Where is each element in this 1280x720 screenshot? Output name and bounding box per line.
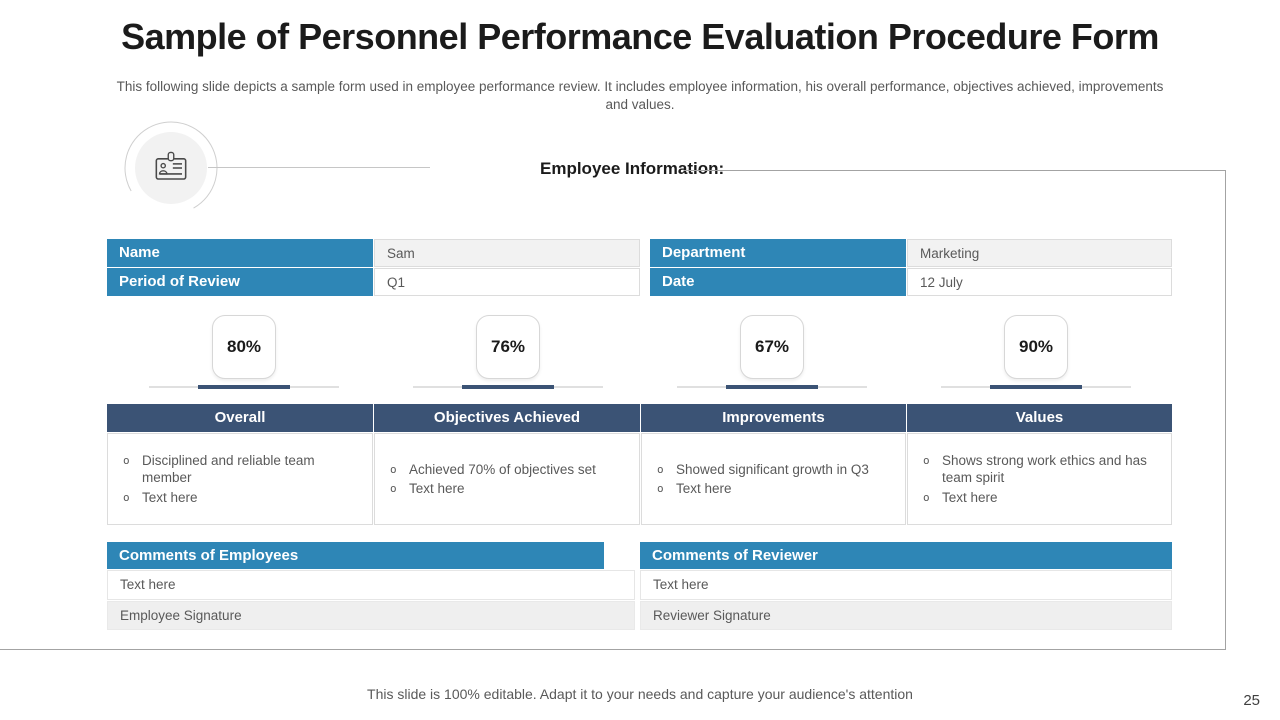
- comments-employees-text: Text here: [107, 570, 635, 600]
- metric-value: 80%: [212, 315, 276, 379]
- field-label-date: Date: [650, 268, 906, 296]
- section-heading: Employee Information:: [540, 159, 725, 178]
- category-header-values: Values: [907, 404, 1172, 432]
- list-item: o Shows strong work ethics and has team …: [920, 452, 1159, 487]
- metric-value: 76%: [476, 315, 540, 379]
- metric-value: 90%: [1004, 315, 1068, 379]
- category-header-objectives: Objectives Achieved: [374, 404, 640, 432]
- metric-underline-accent: [990, 385, 1082, 389]
- category-body-improvements: o Showed significant growth in Q3 o Text…: [641, 433, 906, 525]
- connector-line: [208, 167, 430, 168]
- field-value-name: Sam: [374, 239, 640, 267]
- bullet-icon: o: [657, 482, 664, 495]
- field-value-date: 12 July: [907, 268, 1172, 296]
- field-label-department: Department: [650, 239, 906, 267]
- bullet-icon: o: [123, 490, 130, 504]
- metric-underline-accent: [198, 385, 290, 389]
- list-item: o Disciplined and reliable team member: [120, 452, 360, 487]
- bullet-icon: o: [657, 462, 664, 476]
- list-item: o Achieved 70% of objectives set: [387, 461, 627, 479]
- id-badge-icon: [135, 132, 207, 204]
- category-body-values: o Shows strong work ethics and has team …: [907, 433, 1172, 525]
- list-item: o Text here: [920, 489, 1159, 507]
- field-value-department: Marketing: [907, 239, 1172, 267]
- comments-reviewer-signature: Reviewer Signature: [640, 601, 1172, 630]
- metric-improvements: 67%: [677, 315, 867, 391]
- footer-note: This slide is 100% editable. Adapt it to…: [367, 686, 913, 702]
- category-header-overall: Overall: [107, 404, 373, 432]
- panel-border-right: [1225, 170, 1226, 650]
- metric-values: 90%: [941, 315, 1131, 391]
- bullet-icon: o: [923, 453, 930, 467]
- panel-border-bottom: [0, 649, 1226, 650]
- bullet-icon: o: [390, 462, 397, 476]
- bullet-icon: o: [123, 453, 130, 467]
- metric-underline-accent: [462, 385, 554, 389]
- category-header-improvements: Improvements: [641, 404, 906, 432]
- comments-reviewer-text: Text here: [640, 570, 1172, 600]
- list-item: o Text here: [120, 489, 360, 507]
- list-item: o Text here: [654, 480, 893, 498]
- field-value-period: Q1: [374, 268, 640, 296]
- slide-subtitle: This following slide depicts a sample fo…: [116, 79, 1164, 112]
- decorative-arc-icon: [124, 121, 218, 215]
- list-item: o Text here: [387, 480, 627, 498]
- page-title: Sample of Personnel Performance Evaluati…: [121, 16, 1159, 57]
- field-label-period: Period of Review: [107, 268, 373, 296]
- page-number: 25: [1243, 692, 1260, 709]
- bullet-icon: o: [923, 490, 930, 504]
- metric-overall: 80%: [149, 315, 339, 391]
- bullet-icon: o: [390, 482, 397, 495]
- category-body-objectives: o Achieved 70% of objectives set o Text …: [374, 433, 640, 525]
- comments-employees-header: Comments of Employees: [107, 542, 604, 569]
- panel-border-top: [684, 170, 1225, 171]
- list-item: o Showed significant growth in Q3: [654, 461, 893, 479]
- category-body-overall: o Disciplined and reliable team member o…: [107, 433, 373, 525]
- field-label-name: Name: [107, 239, 373, 267]
- comments-employees-signature: Employee Signature: [107, 601, 635, 630]
- metric-underline-accent: [726, 385, 818, 389]
- metric-objectives: 76%: [413, 315, 603, 391]
- metric-value: 67%: [740, 315, 804, 379]
- comments-reviewer-header: Comments of Reviewer: [640, 542, 1172, 569]
